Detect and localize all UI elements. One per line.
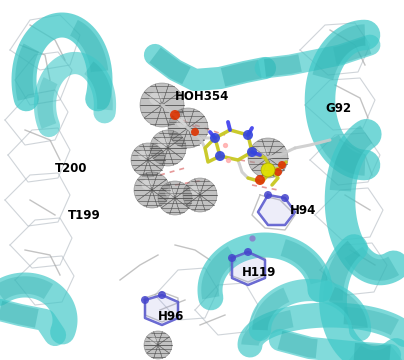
Circle shape xyxy=(165,188,175,198)
Text: H96: H96 xyxy=(158,310,184,323)
Polygon shape xyxy=(258,195,295,225)
Circle shape xyxy=(158,138,168,148)
Text: H94: H94 xyxy=(290,203,316,216)
Circle shape xyxy=(274,168,282,176)
Circle shape xyxy=(177,116,187,127)
Circle shape xyxy=(281,194,289,202)
Circle shape xyxy=(150,130,186,166)
Circle shape xyxy=(210,133,220,143)
Circle shape xyxy=(170,110,180,120)
Circle shape xyxy=(191,128,199,136)
Point xyxy=(222,142,228,148)
Circle shape xyxy=(150,337,158,345)
Circle shape xyxy=(158,181,192,215)
Text: T200: T200 xyxy=(55,162,88,175)
Circle shape xyxy=(140,83,184,127)
Circle shape xyxy=(141,296,149,304)
Point xyxy=(249,235,255,241)
Circle shape xyxy=(149,92,162,104)
Polygon shape xyxy=(145,295,178,325)
Circle shape xyxy=(183,178,217,212)
Circle shape xyxy=(264,191,272,199)
Circle shape xyxy=(261,163,275,177)
Circle shape xyxy=(134,172,170,208)
Text: T199: T199 xyxy=(68,208,101,221)
Circle shape xyxy=(278,161,286,169)
Circle shape xyxy=(243,130,253,140)
Circle shape xyxy=(215,151,225,161)
Circle shape xyxy=(248,138,288,178)
Polygon shape xyxy=(232,252,265,285)
Circle shape xyxy=(144,331,172,359)
Text: G92: G92 xyxy=(325,102,351,114)
Circle shape xyxy=(131,143,165,177)
Text: H119: H119 xyxy=(242,266,276,279)
Circle shape xyxy=(255,175,265,185)
Circle shape xyxy=(158,291,166,299)
Circle shape xyxy=(168,108,208,148)
Circle shape xyxy=(190,185,200,195)
Point xyxy=(225,157,231,163)
Circle shape xyxy=(141,180,152,190)
Circle shape xyxy=(138,150,147,160)
Circle shape xyxy=(257,147,267,158)
Circle shape xyxy=(247,147,257,157)
Text: HOH354: HOH354 xyxy=(175,90,229,103)
Circle shape xyxy=(244,248,252,256)
Circle shape xyxy=(228,254,236,262)
